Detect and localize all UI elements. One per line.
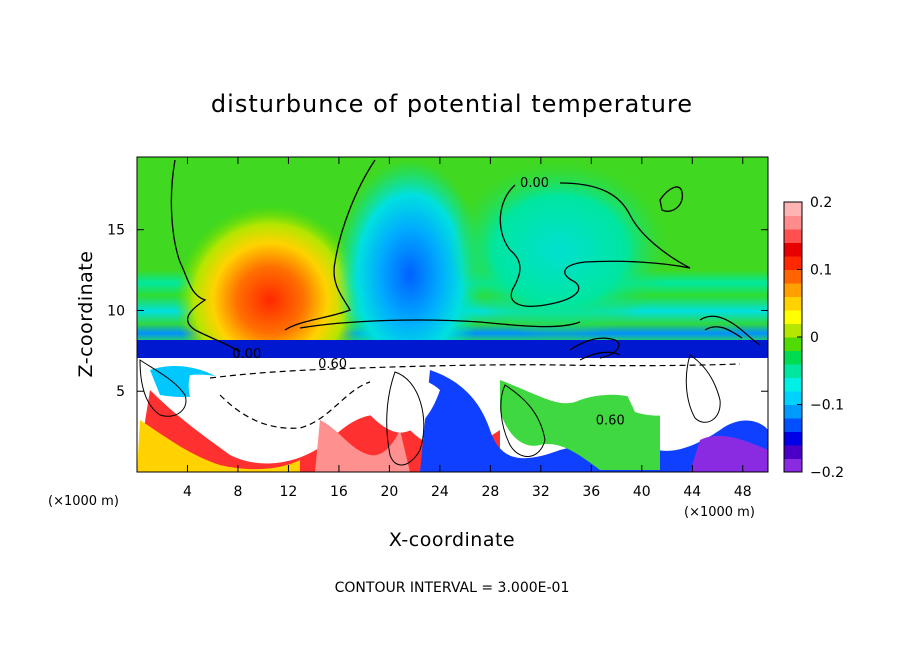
- plot-field: [137, 157, 768, 472]
- contour-solid-low-2: [500, 384, 546, 457]
- turbulent-white-core: [359, 374, 440, 433]
- colorbar-swatch: [784, 458, 802, 473]
- x-tick-label: 44: [683, 484, 701, 500]
- colorbar-tick-label: 0: [810, 330, 819, 346]
- y-tick-label: 10: [107, 303, 125, 319]
- plot-frame: [136, 156, 769, 473]
- y-axis-label: Z-coordinate: [75, 251, 97, 378]
- colorbar-swatch: [784, 431, 802, 446]
- turbulent-purple: [690, 435, 768, 472]
- cool-anomaly-east: [450, 160, 670, 340]
- inversion-band: [137, 340, 768, 358]
- x-tick-label: 8: [233, 484, 242, 500]
- colorbar-swatch: [784, 364, 802, 378]
- colorbar-swatch: [784, 445, 802, 459]
- colorbar-swatch: [784, 377, 802, 392]
- x-tick-label: 36: [582, 484, 600, 500]
- turbulent-green: [500, 380, 660, 470]
- x-axis-label: X-coordinate: [389, 529, 515, 551]
- colorbar-tick-label: 0.2: [810, 195, 832, 211]
- colorbar-swatch: [784, 350, 802, 365]
- colorbar-tick-label: 0.1: [810, 263, 832, 279]
- contour-label: 0.00: [520, 176, 549, 191]
- colorbar-swatch: [784, 229, 802, 243]
- x-tick-label: 32: [532, 484, 550, 500]
- colorbar-swatch: [784, 242, 802, 257]
- turbulent-white-core-2: [188, 374, 280, 434]
- cool-anomaly: [335, 160, 485, 390]
- x-tick-label: 40: [633, 484, 651, 500]
- colorbar-swatch: [784, 323, 802, 338]
- contour-labels: 0.00 0.00 0.60 0.60: [232, 176, 624, 428]
- x-unit-label-left: (×1000 m): [48, 494, 119, 509]
- contour-cluster-center: [569, 337, 621, 361]
- contour-zero-band: [299, 319, 581, 329]
- colorbar-swatch: [784, 418, 802, 432]
- y-tick-label: 5: [116, 384, 125, 400]
- y-axis-ticks: 5 10 15: [107, 223, 768, 400]
- x-tick-label: 28: [481, 484, 499, 500]
- x-tick-label: 48: [734, 484, 752, 500]
- colorbar-swatch: [784, 215, 802, 230]
- contour-zero-islet: [659, 186, 684, 212]
- contour-solid-low-3: [139, 359, 187, 417]
- colorbar-swatch: [784, 269, 802, 284]
- x-tick-label: 16: [330, 484, 348, 500]
- colorbar-swatch: [784, 404, 802, 419]
- turbulent-yellow: [137, 420, 300, 472]
- contour-cluster-right: [699, 315, 761, 346]
- turbulent-pink: [315, 420, 410, 472]
- x-tick-label: 12: [280, 484, 298, 500]
- contour-zero-west: [170, 159, 241, 353]
- x-unit-label-right: (×1000 m): [684, 505, 755, 520]
- colorbar-swatch: [784, 283, 802, 297]
- x-tick-label: 24: [431, 484, 449, 500]
- x-tick-label: 4: [183, 484, 192, 500]
- colorbar-swatch: [784, 296, 802, 311]
- contour-zero-central: [284, 159, 376, 331]
- contour-label: 0.60: [318, 357, 347, 372]
- contour-label: 0.60: [596, 413, 625, 428]
- contour-dashed-2: [219, 381, 371, 429]
- colorbar-swatch: [784, 256, 802, 270]
- colorbar-tick-label: −0.2: [810, 465, 844, 481]
- x-tick-label: 20: [380, 484, 398, 500]
- chart-title: disturbunce of potential temperature: [211, 90, 693, 118]
- contour-zero-east: [499, 182, 691, 307]
- turbulent-red: [137, 390, 500, 472]
- colorbar-ticks: 0.2 0.1 0 −0.1 −0.2: [797, 195, 844, 481]
- colorbar-swatch: [784, 310, 802, 324]
- contour-interval-note: CONTOUR INTERVAL = 3.000E-01: [335, 580, 570, 596]
- colorbar-swatch: [784, 202, 802, 216]
- contour-solid-low-4: [685, 354, 721, 423]
- colorbar-swatch: [784, 337, 802, 351]
- x-axis-ticks: 4 8 12 16 20 24 28 32 36 40 44 48: [183, 157, 752, 500]
- turbulent-white-core-3: [620, 376, 700, 416]
- contour-label: 0.00: [232, 347, 261, 362]
- contour-solid-low-1: [386, 371, 425, 466]
- colorbar-swatch: [784, 391, 802, 405]
- y-tick-label: 15: [107, 223, 125, 239]
- contour-dashed-1: [209, 363, 741, 379]
- colorbar: [784, 202, 802, 473]
- colorbar-tick-label: −0.1: [810, 398, 844, 414]
